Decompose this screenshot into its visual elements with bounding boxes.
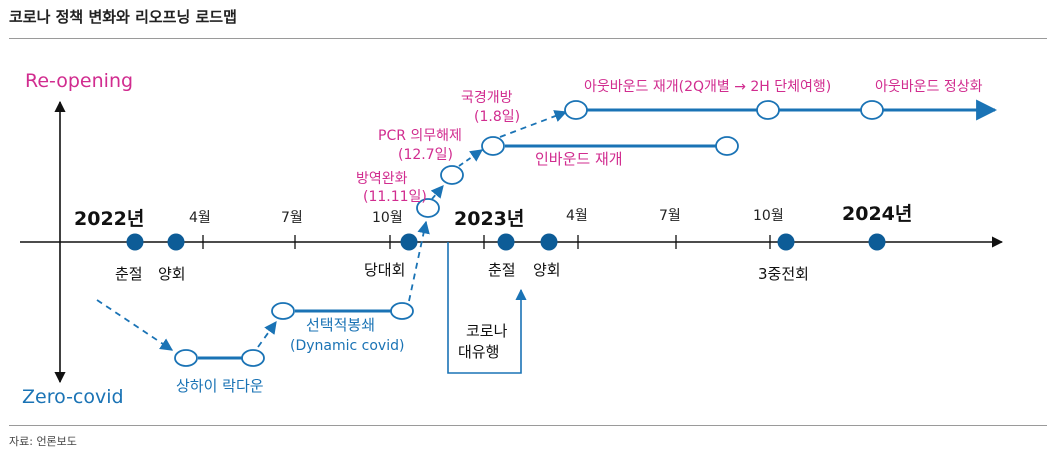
quarantine-ease-node bbox=[416, 198, 440, 218]
lockdown-start-node bbox=[174, 349, 198, 367]
outbreak-label-line1: 코로나 bbox=[466, 322, 508, 340]
event-dot-spring-2023 bbox=[497, 233, 515, 251]
year-label-2022: 2022년 bbox=[74, 208, 144, 230]
border-label-line2: (1.8일) bbox=[474, 109, 520, 125]
outbound-label: 아웃바운드 재개(2Q개별 → 2H 단체여행) bbox=[584, 79, 831, 95]
zero-covid-nodes bbox=[174, 302, 414, 367]
border-open-node bbox=[481, 136, 505, 156]
quarantine-label-line2: (11.11일) bbox=[363, 189, 427, 205]
month-label-apr-2022: 4월 bbox=[189, 210, 211, 226]
outbound-mid-node bbox=[756, 100, 780, 120]
top-divider bbox=[9, 38, 1047, 39]
event-label-twosessions-2022: 양회 bbox=[158, 265, 186, 283]
dashed-link bbox=[96, 299, 174, 351]
event-dot-spring-2022 bbox=[126, 233, 144, 251]
outbound-normal-label: 아웃바운드 정상화 bbox=[875, 79, 983, 95]
event-dot-party-congress bbox=[400, 233, 418, 251]
inbound-label: 인바운드 재개 bbox=[535, 150, 623, 168]
month-ticks bbox=[202, 235, 771, 249]
year-label-2023: 2023년 bbox=[454, 208, 524, 230]
dynamic-label-line1: 선택적봉쇄 bbox=[306, 316, 375, 334]
event-dot-third-plenum bbox=[777, 233, 795, 251]
month-label-oct-2023: 10월 bbox=[753, 208, 784, 224]
bottom-divider bbox=[9, 425, 1047, 426]
event-label-spring-2023: 춘절 bbox=[488, 261, 516, 279]
lockdown-label: 상하이 락다운 bbox=[176, 377, 264, 395]
reopening-axis-label: Re-opening bbox=[25, 70, 133, 92]
pcr-label-line1: PCR 의무해제 bbox=[378, 128, 462, 144]
event-dot-2024 bbox=[868, 233, 886, 251]
dynamic-label-line2: (Dynamic covid) bbox=[290, 338, 404, 354]
page-title: 코로나 정책 변화와 리오프닝 로드맵 bbox=[9, 8, 237, 26]
zero-covid-path bbox=[96, 220, 430, 360]
month-label-oct-2022: 10월 bbox=[372, 210, 403, 226]
pcr-label-line2: (12.7일) bbox=[398, 147, 453, 163]
month-label-jul-2022: 7월 bbox=[281, 210, 303, 226]
month-label-jul-2023: 7월 bbox=[659, 208, 681, 224]
lockdown-end-node bbox=[241, 349, 265, 367]
outbreak-label-line2: 대유행 bbox=[458, 343, 499, 361]
pcr-lift-node bbox=[440, 165, 464, 185]
outbreak-callout: 코로나 대유행 bbox=[447, 242, 527, 374]
event-label-spring-2022: 춘절 bbox=[115, 265, 143, 283]
dashed-link bbox=[408, 220, 430, 302]
event-label-party-congress: 당대회 bbox=[364, 261, 405, 279]
outbound-start-node bbox=[564, 100, 588, 120]
reopening-nodes bbox=[416, 100, 884, 218]
dashed-link bbox=[458, 149, 484, 167]
inbound-end-node bbox=[715, 136, 739, 156]
event-label-twosessions-2023: 양회 bbox=[533, 261, 561, 279]
dashed-link bbox=[257, 320, 277, 348]
month-label-apr-2023: 4월 bbox=[566, 208, 588, 224]
quarantine-label-line1: 방역완화 bbox=[356, 171, 408, 187]
border-label-line1: 국경개방 bbox=[461, 90, 513, 106]
outbreak-callout-frame bbox=[447, 242, 527, 374]
dynamic-end-node bbox=[390, 302, 414, 320]
dynamic-start-node bbox=[271, 302, 295, 320]
dashed-link bbox=[430, 185, 444, 200]
zero-covid-axis-label: Zero-covid bbox=[22, 386, 124, 408]
outbound-normal-node bbox=[860, 100, 884, 120]
source-note: 자료: 언론보도 bbox=[9, 435, 77, 448]
event-dot-twosessions-2023 bbox=[540, 233, 558, 251]
event-label-third-plenum: 3중전회 bbox=[758, 265, 809, 283]
event-dot-twosessions-2022 bbox=[167, 233, 185, 251]
reopening-path bbox=[430, 99, 998, 200]
event-dots bbox=[126, 233, 886, 251]
year-label-2024: 2024년 bbox=[842, 203, 912, 225]
dashed-link bbox=[499, 110, 568, 138]
